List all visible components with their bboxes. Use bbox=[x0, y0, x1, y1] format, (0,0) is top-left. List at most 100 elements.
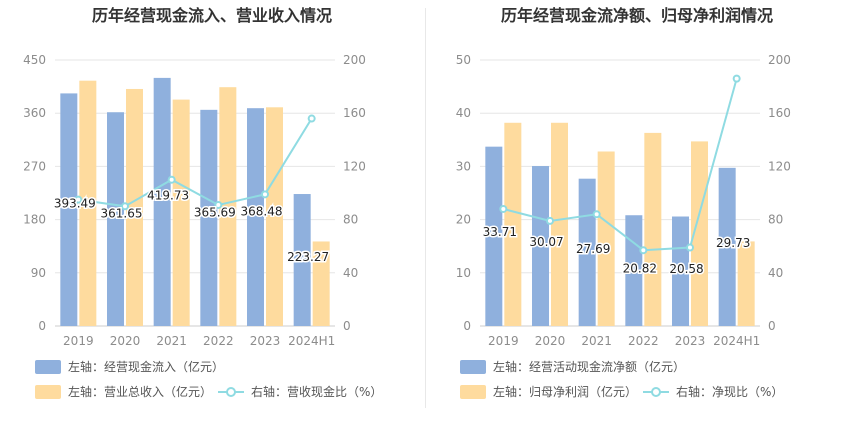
x-tick-label: 2022 bbox=[203, 334, 234, 348]
x-tick-label: 2020 bbox=[535, 334, 566, 348]
y-right-tick-label: 200 bbox=[343, 53, 366, 67]
bar-primary bbox=[532, 166, 549, 326]
y-right-tick-label: 0 bbox=[343, 319, 351, 333]
legend-label: 左轴：归母净利润（亿元） bbox=[493, 384, 637, 399]
legend-swatch bbox=[460, 360, 486, 374]
bar-primary bbox=[60, 93, 78, 326]
chart-svg: 历年经营现金流入、营业收入情况 0 90 180 270 360 450 0 40 80 120 16… bbox=[23, 6, 382, 399]
y-left-tick-label: 360 bbox=[23, 106, 46, 120]
x-tick-label: 2019 bbox=[488, 334, 519, 348]
legend-swatch bbox=[460, 385, 486, 399]
panel-divider bbox=[425, 8, 426, 408]
x-tick-label: 2022 bbox=[628, 334, 659, 348]
x-tick-label: 2021 bbox=[156, 334, 187, 348]
data-label: 20.82 bbox=[623, 261, 657, 275]
legend-swatch-marker bbox=[226, 387, 236, 397]
y-left-tick-label: 30 bbox=[456, 159, 471, 173]
y-left-tick-label: 180 bbox=[23, 213, 46, 227]
y-right-tick-label: 120 bbox=[768, 159, 791, 173]
series-line-point bbox=[499, 204, 508, 213]
series-line-point bbox=[307, 114, 316, 123]
series-line bbox=[78, 117, 313, 208]
y-right-tick-label: 160 bbox=[343, 106, 366, 120]
x-tick-label: 2024H1 bbox=[713, 334, 760, 348]
y-left-tick-label: 270 bbox=[23, 159, 46, 173]
bar-secondary bbox=[312, 241, 330, 326]
bar-secondary bbox=[504, 122, 522, 326]
y-right-tick-label: 80 bbox=[768, 213, 783, 227]
bar-primary bbox=[485, 146, 503, 326]
bar-secondary bbox=[266, 107, 283, 327]
y-left-tick-label: 50 bbox=[456, 53, 471, 67]
y-right-tick-label: 80 bbox=[343, 213, 358, 227]
data-label: 33.71 bbox=[483, 225, 517, 239]
legend-label: 左轴：经营活动现金流净额（亿元） bbox=[493, 359, 685, 374]
y-left-tick-label: 0 bbox=[463, 319, 471, 333]
chart-panel-netcash-profit: 历年经营现金流净额、归母净利润情况 0 10 20 30 40 50 0 40 80 120 160 2… bbox=[425, 0, 850, 437]
bar-secondary bbox=[644, 132, 662, 326]
x-tick-label: 2023 bbox=[675, 334, 706, 348]
y-left-tick-label: 450 bbox=[23, 53, 46, 67]
legend-label: 左轴：营业总收入（亿元） bbox=[68, 384, 212, 399]
bar-primary bbox=[247, 108, 264, 326]
series-line-point bbox=[546, 216, 554, 225]
data-label: 419.73 bbox=[147, 189, 189, 203]
legend-label: 左轴：经营现金流入（亿元） bbox=[68, 359, 224, 374]
x-tick-label: 2020 bbox=[110, 334, 141, 348]
chart-panel-cashflow-revenue: 历年经营现金流入、营业收入情况 0 90 180 270 360 450 0 40 80 120 16… bbox=[0, 0, 425, 437]
series-line-point bbox=[167, 175, 176, 184]
series-line-point bbox=[121, 202, 129, 211]
bar-primary bbox=[625, 215, 643, 326]
legend-swatch-marker bbox=[651, 387, 661, 397]
y-right-tick-label: 200 bbox=[768, 53, 791, 67]
bar-primary bbox=[718, 167, 736, 326]
chart-svg: 历年经营现金流净额、归母净利润情况 0 10 20 30 40 50 0 40 80 120 160 2… bbox=[456, 6, 791, 399]
y-right-tick-label: 40 bbox=[768, 266, 783, 280]
data-label: 361.65 bbox=[101, 207, 143, 221]
data-label: 393.49 bbox=[54, 197, 96, 211]
bar-primary bbox=[153, 77, 171, 326]
chart-title: 历年经营现金流净额、归母净利润情况 bbox=[501, 6, 773, 25]
series-line bbox=[503, 78, 738, 252]
y-left-tick-label: 10 bbox=[456, 266, 471, 280]
data-label: 30.07 bbox=[529, 235, 563, 249]
series-line-point bbox=[74, 195, 83, 204]
legend-swatch bbox=[35, 360, 61, 374]
x-tick-label: 2024H1 bbox=[288, 334, 335, 348]
data-label: 20.58 bbox=[669, 262, 703, 276]
data-label: 365.69 bbox=[194, 205, 236, 219]
x-tick-label: 2021 bbox=[581, 334, 612, 348]
y-right-tick-label: 0 bbox=[768, 319, 776, 333]
y-right-tick-label: 40 bbox=[343, 266, 358, 280]
y-left-tick-label: 40 bbox=[456, 106, 471, 120]
series-line-point bbox=[732, 74, 741, 83]
bar-primary bbox=[293, 194, 311, 326]
legend-label: 右轴：净现比（%） bbox=[676, 384, 783, 399]
y-left-tick-label: 90 bbox=[31, 266, 46, 280]
bar-secondary bbox=[737, 241, 755, 326]
x-tick-label: 2023 bbox=[250, 334, 281, 348]
bar-secondary bbox=[551, 122, 568, 326]
series-line-point bbox=[261, 190, 269, 199]
x-tick-label: 2019 bbox=[63, 334, 94, 348]
data-label: 223.27 bbox=[287, 250, 329, 264]
y-right-tick-label: 120 bbox=[343, 159, 366, 173]
bar-secondary bbox=[219, 87, 237, 327]
series-line-point bbox=[686, 243, 694, 252]
bar-secondary bbox=[597, 151, 615, 326]
legend-label: 右轴：营收现金比（%） bbox=[251, 384, 382, 399]
bar-secondary bbox=[172, 99, 190, 326]
series-line-point bbox=[592, 210, 601, 219]
bar-secondary bbox=[126, 88, 143, 326]
data-label: 368.48 bbox=[241, 205, 283, 219]
chart-title: 历年经营现金流入、营业收入情况 bbox=[92, 6, 332, 25]
bar-secondary bbox=[691, 141, 708, 326]
series-line-point bbox=[214, 200, 223, 209]
y-right-tick-label: 160 bbox=[768, 106, 791, 120]
bar-primary bbox=[200, 109, 218, 326]
bar-secondary bbox=[79, 80, 97, 326]
series-line-point bbox=[639, 246, 648, 255]
legend-swatch bbox=[35, 385, 61, 399]
data-label: 27.69 bbox=[576, 242, 610, 256]
bar-primary bbox=[672, 216, 689, 326]
